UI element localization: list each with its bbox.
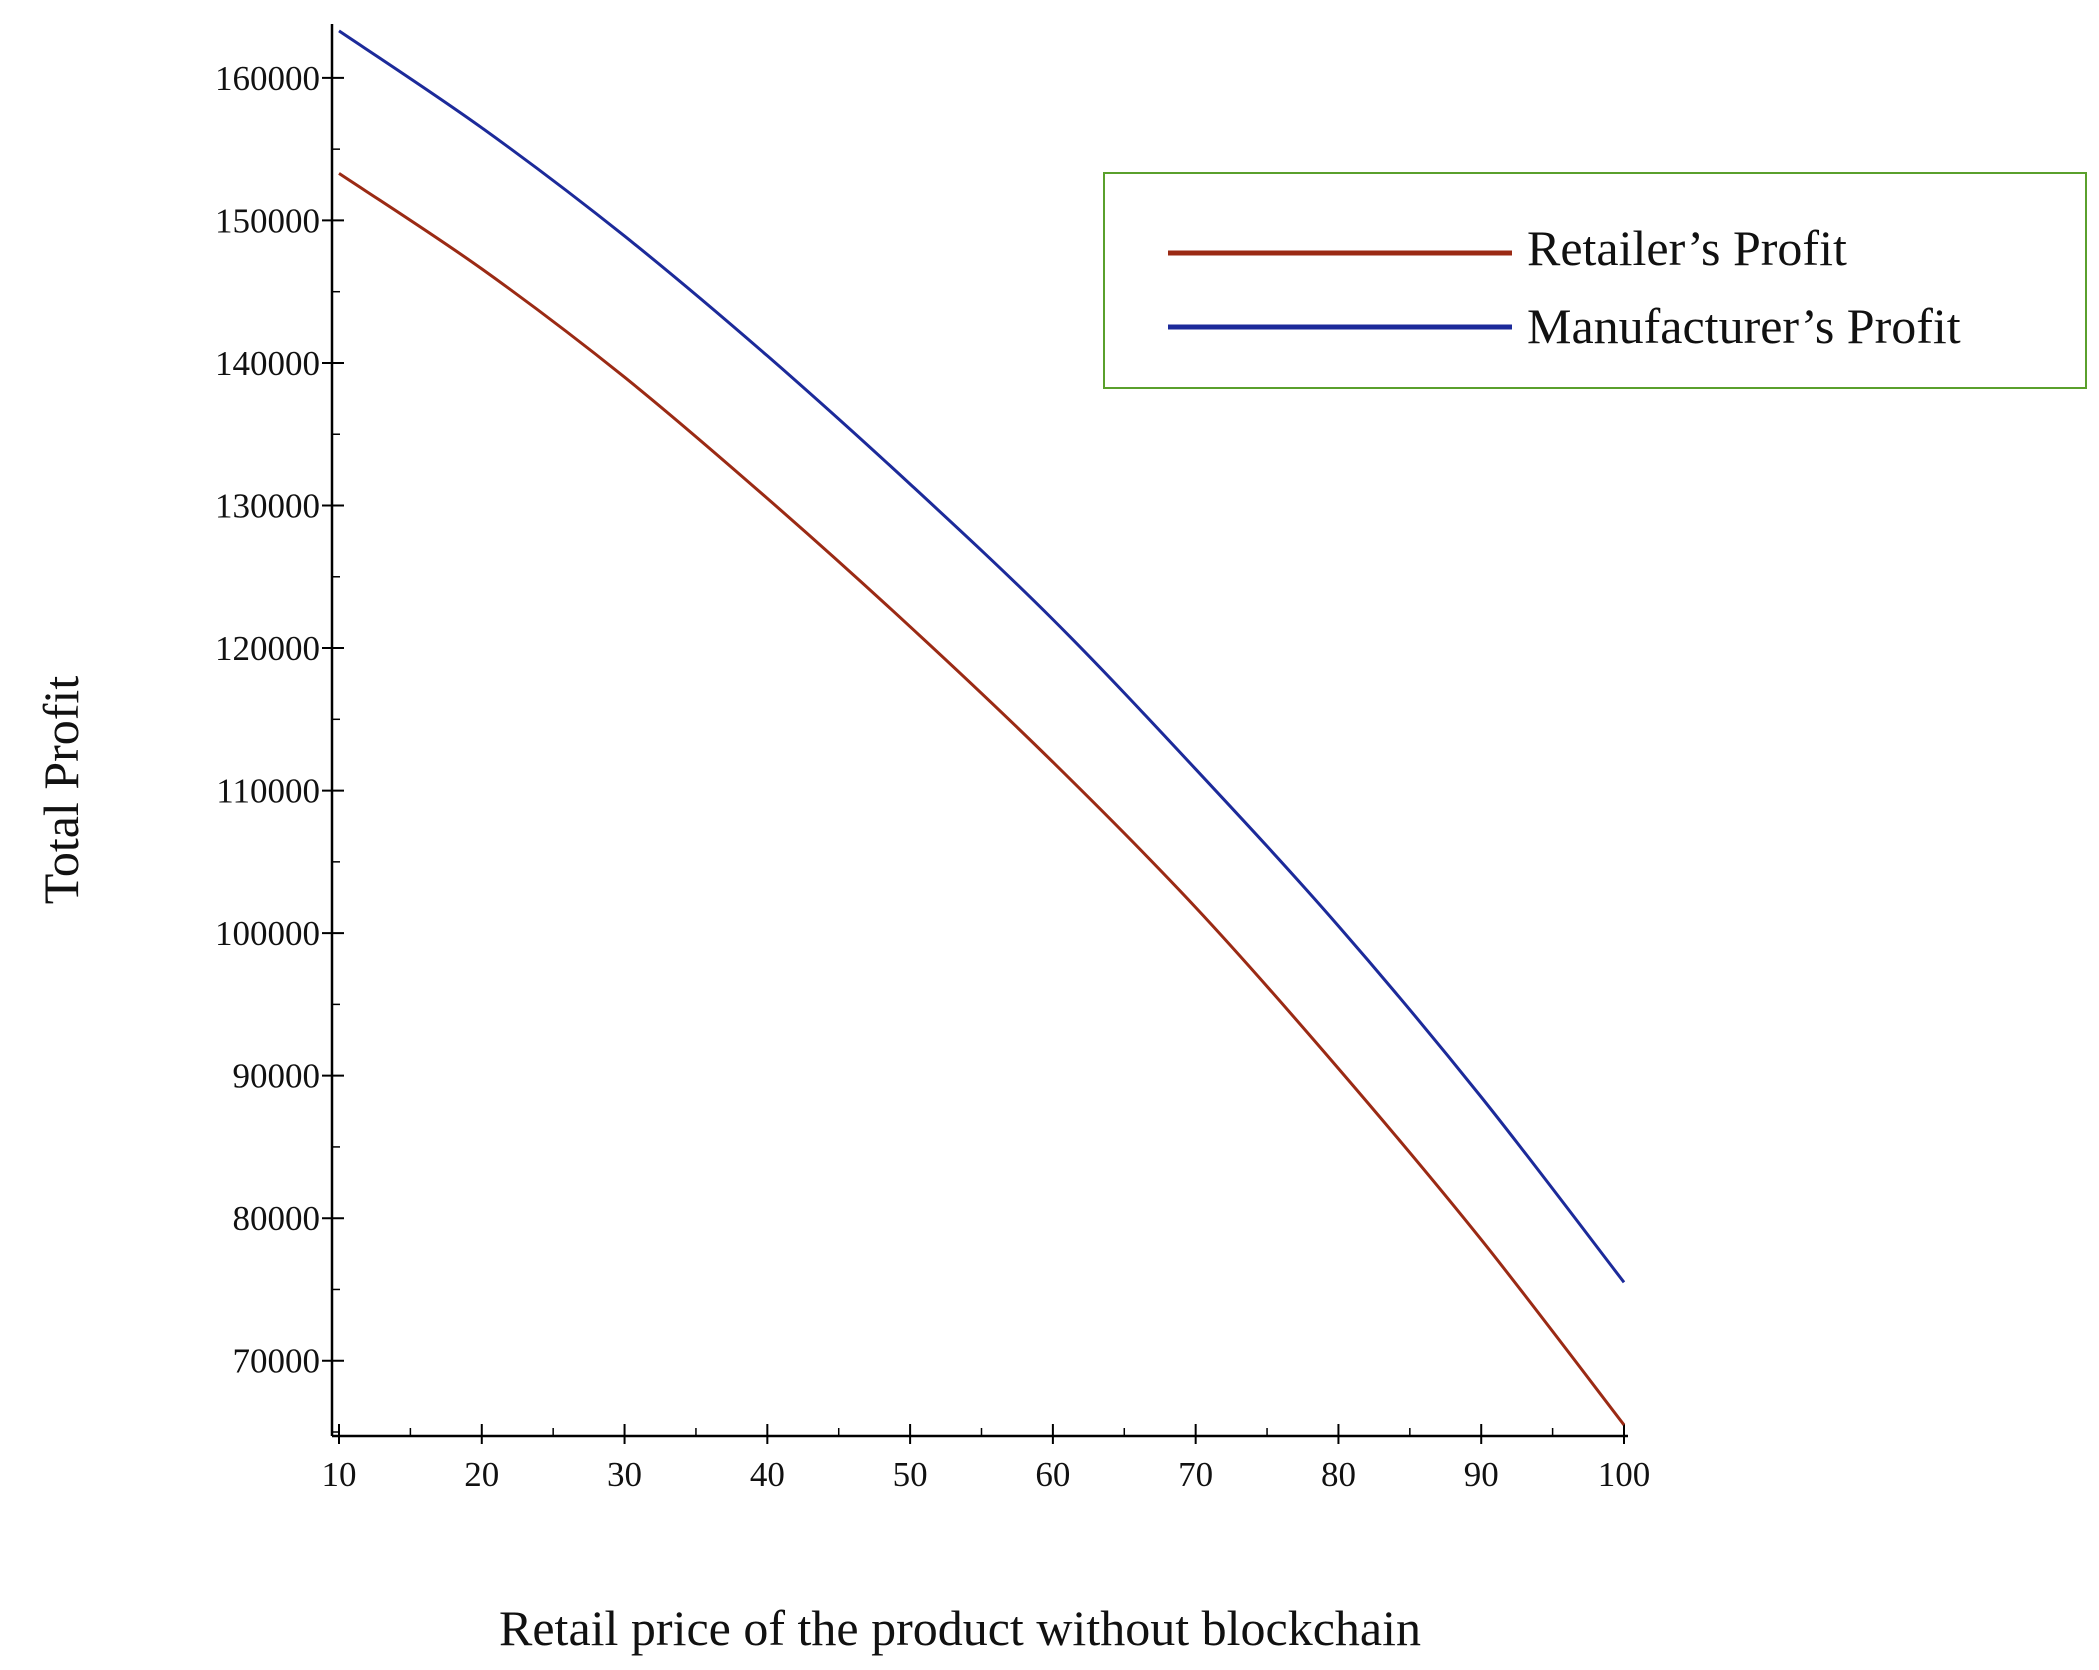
x-tick-label: 80	[1321, 1455, 1356, 1494]
y-tick-label: 140000	[215, 344, 320, 383]
series-layer	[338, 29, 1626, 1426]
x-tick-label: 30	[607, 1455, 642, 1494]
y-tick-label: 160000	[215, 59, 320, 98]
series-line-manufacturer	[338, 29, 1626, 1284]
y-tick-label: 120000	[215, 629, 320, 668]
x-tick-label: 70	[1178, 1455, 1213, 1494]
x-tick-label: 40	[750, 1455, 785, 1494]
y-axis-title: Total Profit	[33, 676, 89, 905]
legend-label-retailer: Retailer’s Profit	[1527, 220, 1847, 276]
legend-label-manufacturer: Manufacturer’s Profit	[1527, 298, 1961, 354]
legend-box	[1103, 172, 2087, 389]
legend: Retailer’s Profit Manufacturer’s Profit	[1103, 172, 2087, 389]
y-tick-label: 150000	[215, 201, 320, 240]
y-tick-label: 130000	[215, 487, 320, 526]
x-tick-label: 10	[322, 1455, 357, 1494]
y-tick-label: 70000	[233, 1342, 321, 1381]
y-tick-label: 90000	[233, 1057, 321, 1096]
y-axis: 70000 80000 90000 100000 110000 120000 130000 1…	[215, 24, 344, 1436]
x-tick-label: 100	[1598, 1455, 1651, 1494]
y-tick-label: 110000	[216, 772, 320, 811]
x-tick-label: 20	[464, 1455, 499, 1494]
y-tick-label: 100000	[215, 914, 320, 953]
series-line-retailer	[338, 172, 1626, 1426]
x-axis: 10 20 30 40 50 60 70 80 90 100	[322, 1424, 1651, 1494]
x-tick-label: 60	[1035, 1455, 1070, 1494]
x-tick-label: 90	[1464, 1455, 1499, 1494]
y-tick-label: 80000	[233, 1199, 321, 1238]
x-axis-title: Retail price of the product without bloc…	[499, 1600, 1421, 1656]
x-tick-label: 50	[893, 1455, 928, 1494]
